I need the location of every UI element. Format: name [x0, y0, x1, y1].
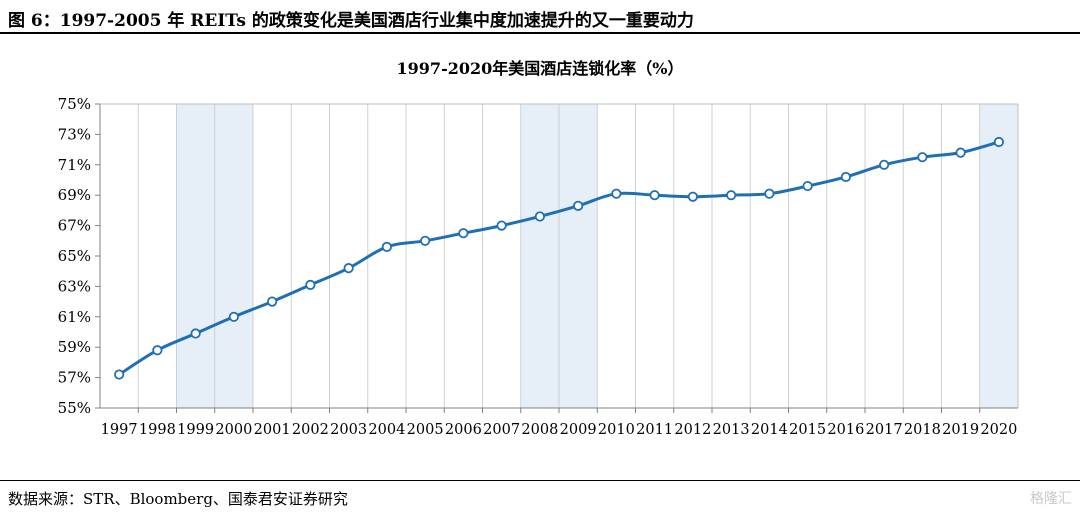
data-point: [305, 279, 316, 290]
data-point: [267, 296, 278, 307]
data-point: [420, 235, 431, 246]
y-tick-labels: 55% 57% 59% 61% 63% 65% 67% 69% 71% 73% 75%: [58, 95, 91, 417]
x-tick-label: 2016: [827, 422, 864, 438]
x-tick-label: 2014: [751, 422, 788, 438]
x-tick-label: 2020: [980, 422, 1017, 438]
axes: [95, 103, 1019, 413]
data-point: [458, 228, 469, 239]
bottom-rule: [0, 480, 1080, 481]
data-point: [381, 241, 392, 252]
data-point: [534, 211, 545, 222]
x-tick-label: 1999: [177, 422, 214, 438]
y-tick-label: 71%: [58, 156, 91, 174]
x-tick-label: 2000: [215, 422, 252, 438]
data-points: [114, 136, 1004, 380]
y-tick-label: 65%: [58, 247, 91, 265]
y-tick-label: 69%: [58, 186, 91, 204]
x-tick-label: 2002: [292, 422, 329, 438]
data-point: [726, 190, 737, 201]
data-point: [152, 345, 163, 356]
x-tick-label: 2015: [789, 422, 826, 438]
x-tick-label: 2003: [330, 422, 367, 438]
y-tick-label: 61%: [58, 308, 91, 326]
x-tick-label: 1997: [101, 422, 138, 438]
watermark: 格隆汇: [1030, 491, 1072, 507]
x-tick-label: 2006: [445, 422, 482, 438]
source-note: 数据来源：STR、Bloomberg、国泰君安证券研究: [8, 490, 348, 508]
data-point: [190, 328, 201, 339]
data-point: [496, 220, 507, 231]
x-tick-label: 2018: [904, 422, 941, 438]
x-tick-label: 2005: [407, 422, 444, 438]
data-point: [687, 191, 698, 202]
data-point: [955, 147, 966, 158]
x-tick-label: 2009: [560, 422, 597, 438]
x-tick-label: 2017: [866, 422, 903, 438]
x-tick-label: 2010: [598, 422, 635, 438]
x-tick-labels: 1997 1998 1999 2000 2001 2002 2003 2004 2005 2006…: [101, 422, 1018, 438]
data-point: [993, 136, 1004, 148]
figure-title: 图 6：1997-2005 年 REITs 的政策变化是美国酒店行业集中度加速提…: [8, 11, 694, 31]
top-rule: [0, 32, 1080, 34]
x-tick-label: 2007: [483, 422, 520, 438]
data-point: [343, 263, 354, 274]
chart-title: 1997-2020年美国酒店连锁化率（%）: [396, 59, 684, 78]
x-tick-label: 2012: [674, 422, 711, 438]
x-tick-label: 2013: [713, 422, 750, 438]
y-tick-label: 59%: [58, 338, 91, 356]
data-point: [764, 188, 775, 199]
y-tick-label: 75%: [58, 95, 91, 113]
data-point: [228, 311, 239, 322]
x-tick-label: 2001: [254, 422, 291, 438]
shaded-band-3: [979, 104, 1018, 408]
data-point: [611, 188, 622, 199]
x-tick-label: 2008: [521, 422, 558, 438]
data-point: [879, 159, 890, 170]
y-tick-label: 63%: [58, 277, 91, 295]
x-tick-label: 1998: [139, 422, 176, 438]
grid-lines: [137, 104, 981, 408]
data-point: [917, 152, 928, 163]
data-point: [573, 200, 584, 211]
data-point: [802, 180, 813, 192]
data-point: [840, 171, 851, 183]
data-point: [114, 369, 125, 380]
y-tick-label: 55%: [58, 399, 91, 417]
x-tick-label: 2004: [368, 422, 405, 438]
x-tick-label: 2011: [636, 422, 673, 438]
y-tick-label: 67%: [58, 217, 91, 235]
data-point: [649, 190, 660, 201]
y-tick-label: 57%: [58, 369, 91, 387]
y-tick-label: 73%: [58, 125, 91, 143]
x-tick-label: 2019: [942, 422, 979, 438]
